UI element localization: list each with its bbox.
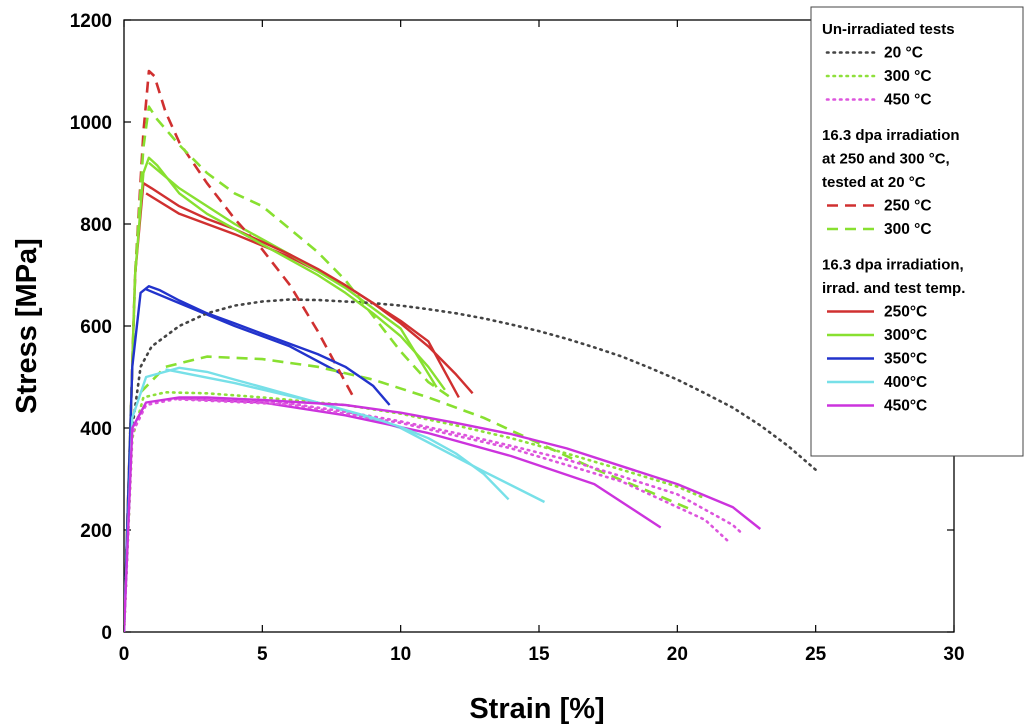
x-tick-label: 20: [667, 644, 688, 665]
y-tick-label: 1000: [70, 113, 112, 134]
legend-item-label: 300 °C: [884, 68, 932, 85]
legend-group-heading: 16.3 dpa irradiation: [822, 127, 960, 144]
legend-item-label: 400°C: [884, 374, 927, 391]
series-line: [124, 366, 510, 632]
legend-group-heading: Un-irradiated tests: [822, 21, 955, 38]
axis-ticks: 0 5 10 15 20 25 30 0 200 400 600 800 1000 1200: [70, 11, 965, 665]
series-line: [124, 397, 743, 632]
legend-item-label: 450 °C: [884, 92, 932, 109]
y-tick-label: 800: [80, 215, 112, 236]
legend-item-label: 250 °C: [884, 198, 932, 215]
series-line: [124, 182, 474, 632]
series-companion-line: [145, 288, 344, 376]
series-line: [124, 396, 762, 632]
legend-group-heading: 16.3 dpa irradiation,: [822, 257, 964, 274]
y-tick-label: 400: [80, 419, 112, 440]
series-line: [124, 285, 391, 632]
y-tick-label: 1200: [70, 11, 112, 32]
series-line: [124, 69, 355, 632]
series-companion-line: [139, 355, 692, 511]
legend-item-label: 350°C: [884, 351, 927, 368]
legend: Un-irradiated tests 20 °C 300 °C 450 °C 16.…: [810, 6, 1024, 457]
legend-group-heading: irrad. and test temp.: [822, 280, 965, 297]
legend-item-label: 20 °C: [884, 45, 923, 62]
series-line: [124, 105, 452, 632]
y-axis-title: Stress [MPa]: [11, 238, 43, 414]
legend-item-label: 450°C: [884, 398, 927, 415]
series-line: [124, 298, 817, 632]
y-tick-label: 200: [80, 521, 112, 542]
x-tick-label: 0: [119, 644, 130, 665]
x-axis-title: Strain [%]: [469, 693, 604, 725]
series-companion-line: [165, 368, 546, 504]
y-tick-label: 0: [101, 623, 112, 644]
x-tick-label: 5: [257, 644, 268, 665]
x-tick-label: 30: [943, 644, 964, 665]
x-tick-label: 25: [805, 644, 827, 665]
legend-item-label: 300°C: [884, 327, 927, 344]
legend-item-label: 250°C: [884, 304, 927, 321]
series-companion-line: [179, 397, 662, 529]
series-line: [124, 156, 446, 632]
x-tick-label: 15: [528, 644, 550, 665]
series-layer: [124, 69, 817, 632]
y-tick-label: 600: [80, 317, 112, 338]
series-companion-line: [178, 398, 732, 545]
legend-group-heading: at 250 and 300 °C,: [822, 151, 950, 168]
x-tick-label: 10: [390, 644, 411, 665]
legend-group-heading: tested at 20 °C: [822, 174, 926, 191]
legend-item-label: 300 °C: [884, 221, 932, 238]
